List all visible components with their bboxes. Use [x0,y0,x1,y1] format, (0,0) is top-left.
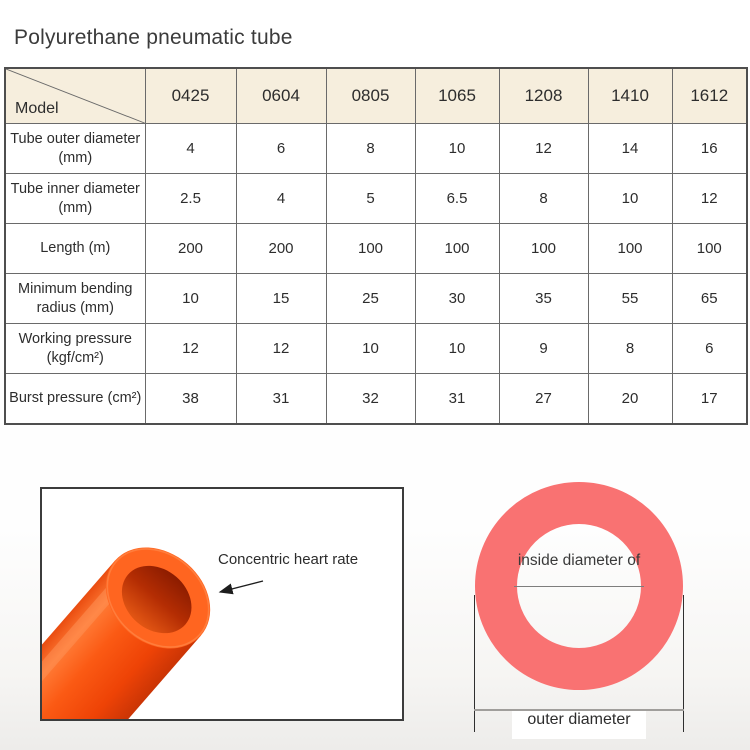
row-label-line: radius (mm) [36,299,114,316]
value-cell: 5 [325,173,416,224]
value-cell: 100 [498,223,589,274]
page-title: Polyurethane pneumatic tube [14,26,293,49]
tube-illustration [42,547,264,719]
table-row: Length (m) 200 200 100 100 100 100 100 [4,223,748,274]
annotation-arrow [218,580,264,595]
model-header-cell: 0604 [235,67,327,124]
spec-table: Model 0425 0604 0805 1065 1208 1410 1612 Tube … [4,67,748,425]
annotation-label: Concentric heart rate [218,551,359,568]
value-cell: 16 [671,123,748,174]
value-cell: 10 [414,123,500,174]
value-cell: 10 [144,273,237,324]
row-label-line: Tube inner diameter [10,180,140,197]
value-cell: 15 [235,273,327,324]
row-label-line: Burst pressure (cm²) [9,389,142,406]
tube-body [42,547,211,719]
value-cell: 100 [671,223,748,274]
value-cell: 8 [325,123,416,174]
value-cell: 12 [671,173,748,224]
table-row: Tube inner diameter (mm) 2.5 4 5 6.5 8 10 12 [4,173,748,224]
value-cell: 30 [414,273,500,324]
value-cell: 8 [498,173,589,224]
row-label-line: Minimum bending [18,280,133,297]
table-row: Tube outer diameter (mm) 4 6 8 10 12 14 16 [4,123,748,174]
value-cell: 9 [498,323,589,374]
value-cell: 10 [414,323,500,374]
value-cell: 6 [235,123,327,174]
model-header-cell: 0805 [325,67,416,124]
model-header-cell: 0425 [144,67,237,124]
model-header-cell: 1410 [587,67,673,124]
model-header-cell: 1208 [498,67,589,124]
extension-line-left [474,595,475,732]
value-cell: 6 [671,323,748,374]
value-cell: 12 [235,323,327,374]
value-cell: 32 [325,373,416,424]
value-cell: 4 [144,123,237,174]
row-label: Length (m) [4,223,146,274]
row-label-line: Length (m) [40,240,111,257]
tube-photo-panel: Concentric heart rate [40,487,404,721]
value-cell: 38 [144,373,237,424]
value-cell: 8 [587,323,673,374]
outer-label-backdrop [512,711,646,739]
value-cell: 200 [144,223,237,274]
value-cell: 55 [587,273,673,324]
value-cell: 20 [587,373,673,424]
table-row: Minimum bending radius (mm) 10 15 25 30 35 55 65 [4,273,748,324]
row-label: Tube inner diameter (mm) [4,173,146,224]
inside-diameter-label: inside diameter of [517,552,641,569]
row-label: Tube outer diameter (mm) [4,123,146,174]
value-cell: 200 [235,223,327,274]
value-cell: 10 [587,173,673,224]
value-cell: 6.5 [414,173,500,224]
model-label: Model [15,100,59,117]
row-label-line: (mm) [58,199,93,216]
value-cell: 17 [671,373,748,424]
outer-diameter-label: outer diameter [527,711,631,728]
model-row: Model 0425 0604 0805 1065 1208 1410 1612 [4,67,748,124]
value-cell: 31 [235,373,327,424]
diagonal-line [6,69,145,123]
value-cell: 100 [414,223,500,274]
model-header-cell: 1612 [671,67,748,124]
value-cell: 14 [587,123,673,174]
value-cell: 12 [498,123,589,174]
extension-line-right [683,595,684,732]
value-cell: 2.5 [144,173,237,224]
table-row: Working pressure (kgf/cm²) 12 12 10 10 9 8 6 [4,323,748,374]
value-cell: 10 [325,323,416,374]
value-cell: 31 [414,373,500,424]
value-cell: 12 [144,323,237,374]
value-cell: 27 [498,373,589,424]
outer-diameter-line [474,709,684,711]
model-header-cell: 1065 [414,67,500,124]
row-label-line: (mm) [58,149,93,166]
value-cell: 100 [325,223,416,274]
value-cell: 35 [498,273,589,324]
table-row: Burst pressure (cm²) 38 31 32 31 27 20 17 [4,373,748,424]
spec-table-body: Tube outer diameter (mm) 4 6 8 10 12 14 16 Tube i… [4,123,748,424]
row-label-line: Working pressure [18,330,132,347]
row-label: Burst pressure (cm²) [4,373,146,424]
row-label: Working pressure (kgf/cm²) [4,323,146,374]
inner-diameter-line [514,586,644,587]
value-cell: 100 [587,223,673,274]
row-label: Minimum bending radius (mm) [4,273,146,324]
corner-cell: Model [4,67,146,124]
tube-inner-hole [121,565,192,634]
row-label-line: (kgf/cm²) [46,349,104,366]
value-cell: 25 [325,273,416,324]
value-cell: 4 [235,173,327,224]
row-label-line: Tube outer diameter [10,130,141,147]
value-cell: 65 [671,273,748,324]
